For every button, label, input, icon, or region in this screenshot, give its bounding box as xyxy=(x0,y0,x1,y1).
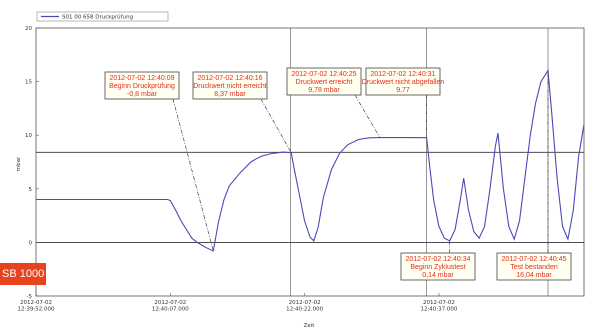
x-axis-title: Zeit xyxy=(304,323,316,329)
annotation-line: Test bestanden xyxy=(510,264,558,271)
annotation-line: 2012-07-02 12:40:16 xyxy=(198,75,263,82)
annotation-line: 16,04 mbar xyxy=(516,272,552,279)
annotation-line: 2012-07-02 12:40:34 xyxy=(406,256,471,263)
annotation-box xyxy=(104,71,180,100)
annotation-line: 9,78 mbar xyxy=(308,87,340,94)
annotation-line: Druckwert nicht abgefallen xyxy=(362,79,445,86)
annotation-leader xyxy=(172,98,214,252)
annotation-line: Druckwert erreicht xyxy=(296,79,353,86)
x-tick-label: 2012-07-02 xyxy=(423,300,455,306)
annotation-line: -0,8 mbar xyxy=(127,91,158,98)
plot-frame xyxy=(35,27,585,297)
annotation-leader xyxy=(354,94,381,138)
annotation-box xyxy=(286,67,362,96)
annotation-line: Beginn Zyklustest xyxy=(410,264,465,271)
annotation-leader xyxy=(260,98,292,153)
x-tick-label: 2012-07-02 xyxy=(154,300,186,306)
annotation-box xyxy=(496,252,572,281)
x-tick-label: 12:39:52.000 xyxy=(18,307,55,313)
annotation-box xyxy=(400,252,476,281)
y-axis: -5 0 5 10 15 20 xyxy=(25,26,39,300)
y-axis-title: mbar xyxy=(16,156,22,171)
x-tick-label: 2012-07-02 xyxy=(289,300,321,306)
annotation-line: 8,37 mbar xyxy=(214,91,246,98)
annotation-leaders xyxy=(172,70,549,253)
annotation-box xyxy=(365,67,441,96)
y-tick-label: 0 xyxy=(29,240,33,246)
y-tick-label: 10 xyxy=(25,133,32,139)
y-tick-label: -5 xyxy=(27,294,33,300)
legend: S01 00 658 Druckprüfung xyxy=(36,11,169,22)
legend-box xyxy=(36,11,169,22)
annotation-line: 0,14 mbar xyxy=(422,272,454,279)
annotation-line: Druckwert nicht erreicht xyxy=(193,83,267,90)
annotation-line: 2012-07-02 12:40:45 xyxy=(502,256,567,263)
annotation-line: Beginn Druckprüfung xyxy=(109,83,175,90)
x-tick-label: 2012-07-02 xyxy=(20,300,52,306)
x-axis: 2012-07-0212:39:52.0002012-07-0212:40:07… xyxy=(18,293,458,313)
brand-tag: SB 1000 xyxy=(0,263,46,285)
x-tick-label: 12:40:22.000 xyxy=(286,307,323,313)
x-tick-label: 12:40:07.000 xyxy=(152,307,189,313)
annotation-box xyxy=(192,71,268,100)
legend-label: S01 00 658 Druckprüfung xyxy=(62,15,133,21)
y-tick-label: 15 xyxy=(25,80,32,86)
annotation-line: 2012-07-02 12:40:09 xyxy=(110,75,175,82)
y-tick-label: 20 xyxy=(25,26,32,32)
annotation-line: 2012-07-02 12:40:31 xyxy=(371,71,436,78)
y-tick-label: 5 xyxy=(29,187,33,193)
annotation-line: 2012-07-02 12:40:25 xyxy=(292,71,357,78)
annotation-line: 9,77 xyxy=(396,87,410,94)
x-tick-label: 12:40:37.000 xyxy=(420,307,457,313)
